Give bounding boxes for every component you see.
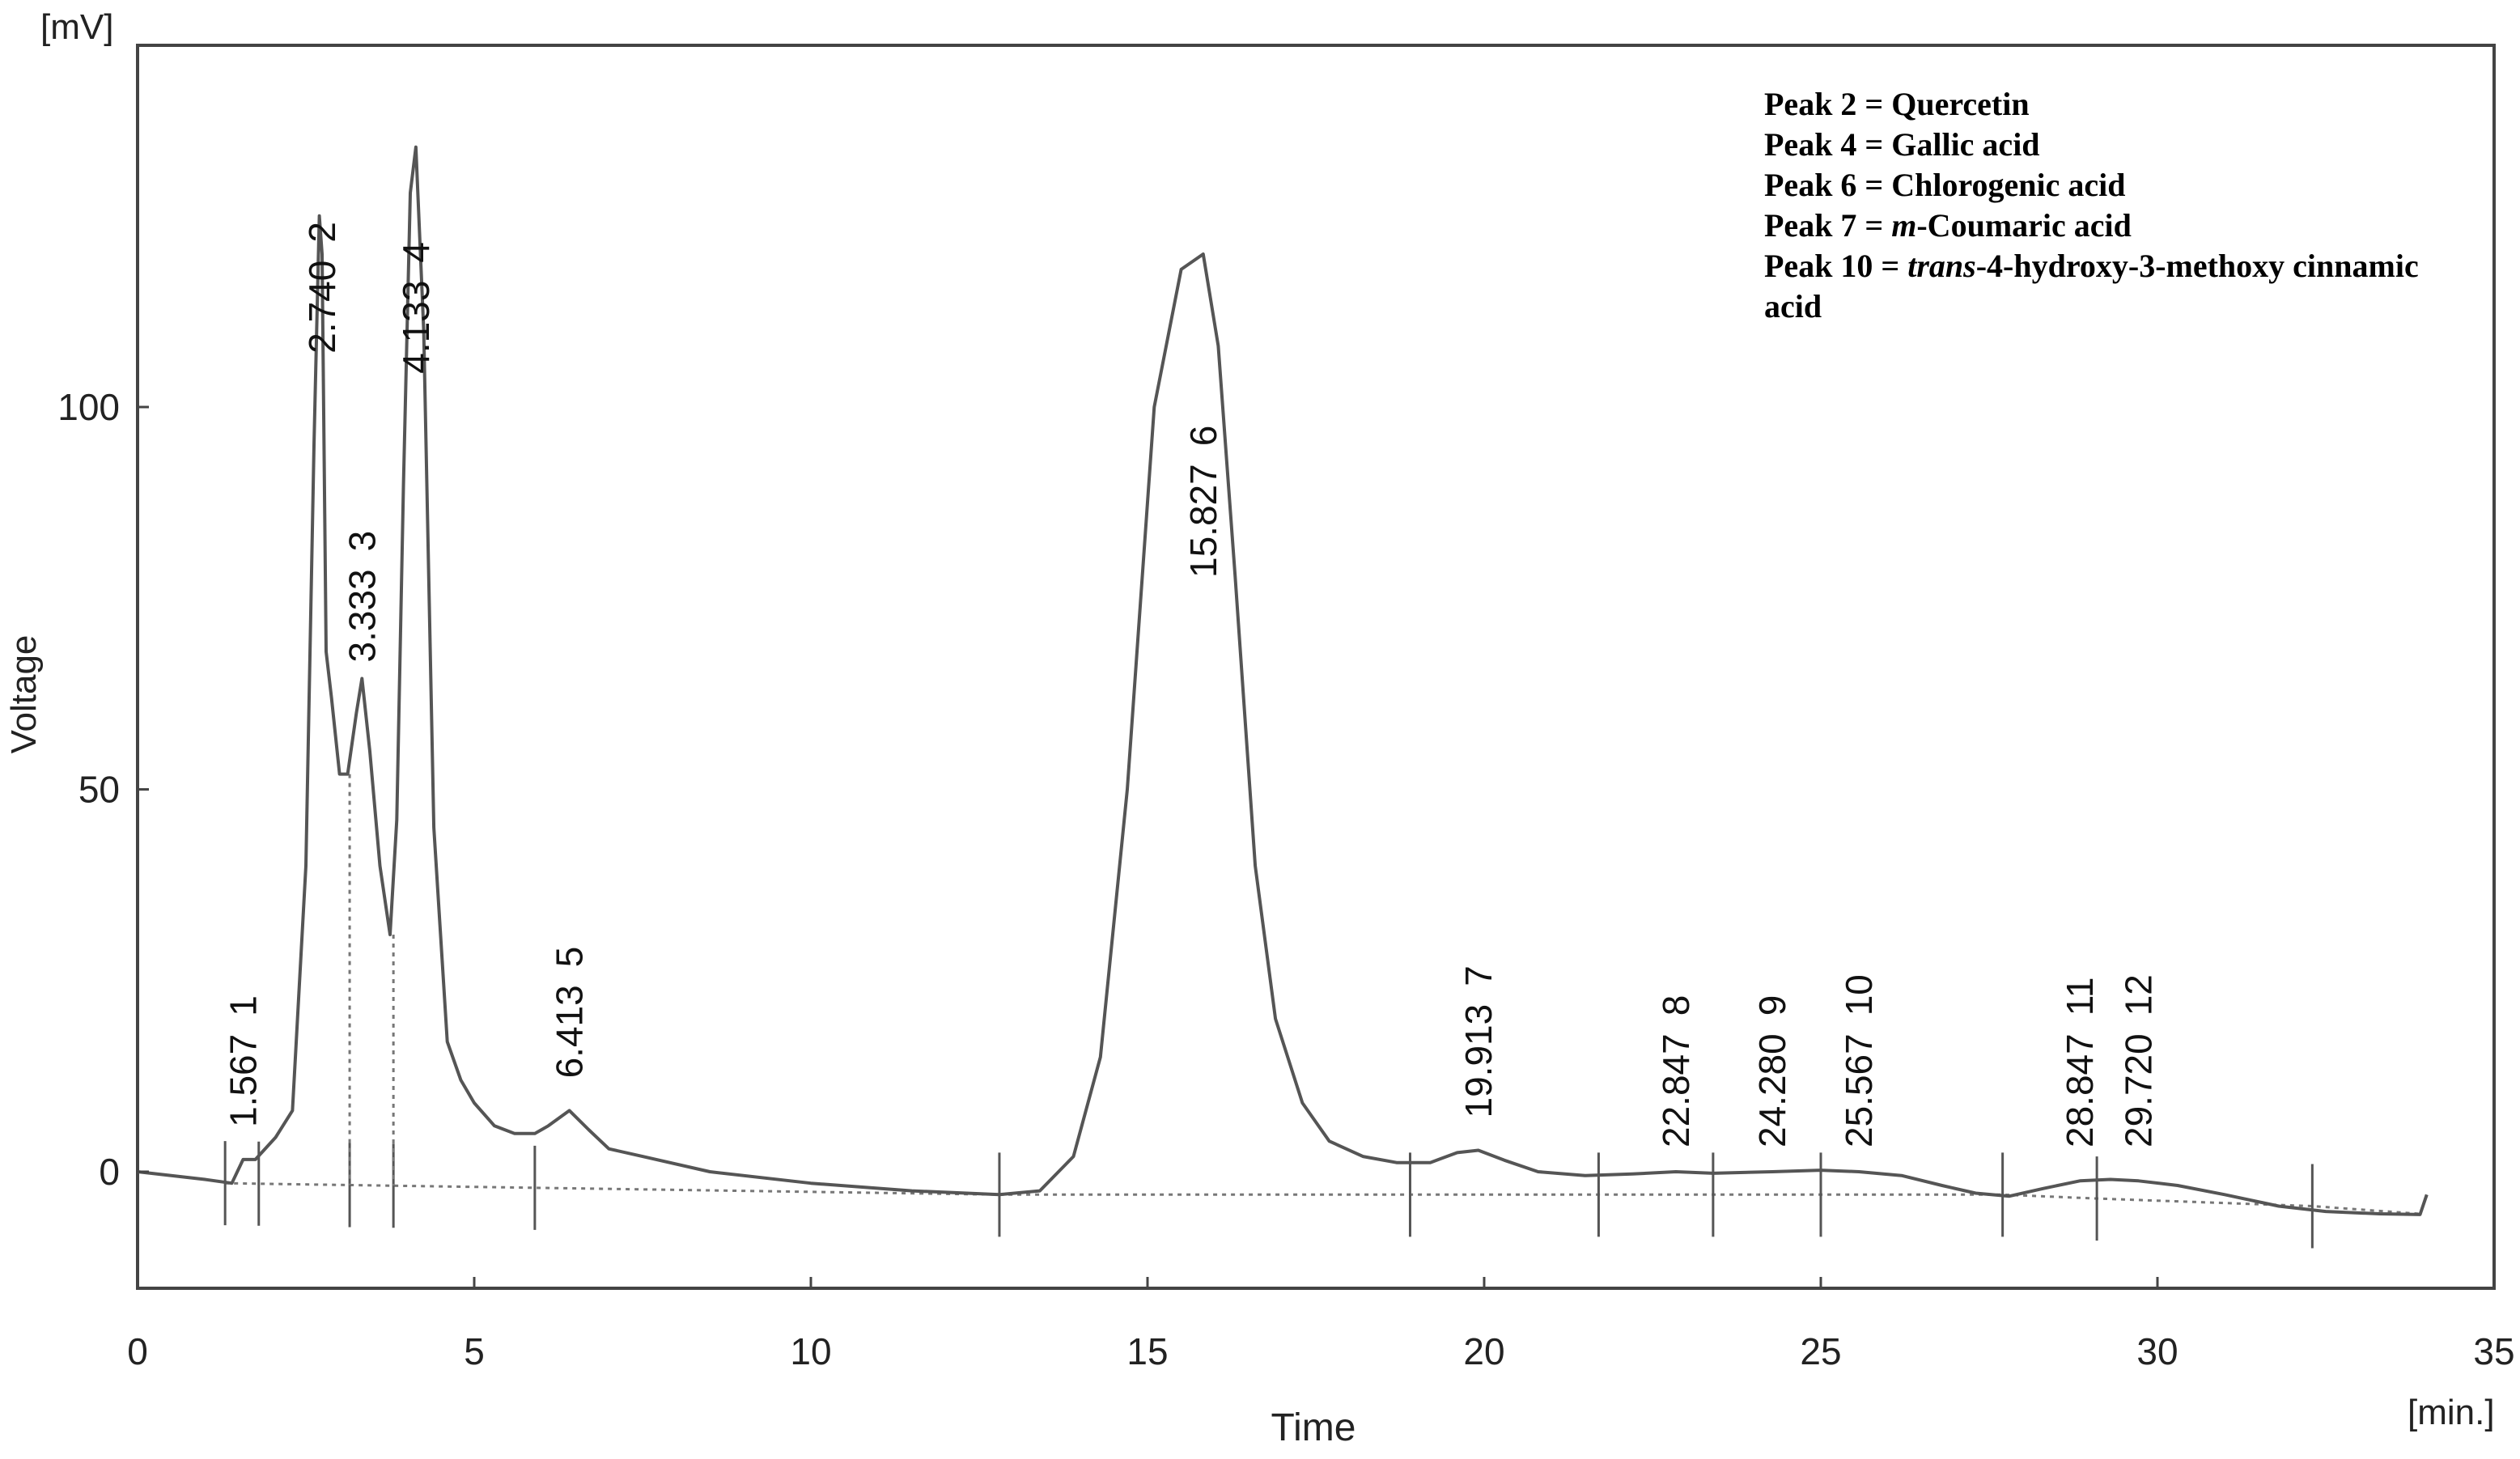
peak-label: 1.5671 (222, 995, 264, 1127)
peak-label: 25.56710 (1838, 974, 1880, 1147)
y-tick-label: 0 (99, 1151, 120, 1193)
x-tick-label: 20 (1463, 1330, 1504, 1372)
x-tick-label: 10 (790, 1330, 831, 1372)
x-tick-label: 5 (464, 1330, 485, 1372)
legend-text: m (1891, 207, 1917, 244)
plot-frame (136, 44, 2496, 1290)
legend-text: trans (1907, 248, 1976, 284)
y-unit-label: [mV] (40, 7, 113, 47)
peak-label: 6.4135 (549, 947, 591, 1079)
y-axis-title: Voltage (4, 635, 44, 754)
peak-label: 24.2809 (1751, 995, 1793, 1147)
x-axis-title: Time (1271, 1406, 1356, 1449)
peak-label: 2.7402 (301, 222, 343, 354)
peak-label: 4.1334 (395, 242, 437, 374)
legend-text: Peak 10 = (1764, 248, 1908, 284)
chromatogram-trace (137, 145, 2429, 1216)
peak-label: 19.9137 (1457, 965, 1500, 1118)
y-tick-label: 100 (57, 386, 120, 428)
peak-label: 22.8478 (1655, 995, 1697, 1147)
peak-legend: Peak 2 = Quercetin Peak 4 = Gallic acid Pe… (1764, 84, 2419, 327)
x-tick-label: 25 (1800, 1330, 1841, 1372)
legend-entry: acid (1764, 286, 2419, 327)
y-tick-label: 50 (78, 769, 120, 811)
x-tick-label: 15 (1126, 1330, 1168, 1372)
x-tick-label: 35 (2473, 1330, 2514, 1372)
legend-text: acid (1764, 288, 1822, 324)
legend-entry: Peak 7 = m-Coumaric acid (1764, 206, 2419, 246)
legend-text: Peak 7 = (1764, 207, 1892, 244)
x-tick-label: 30 (2136, 1330, 2178, 1372)
legend-text: -4-hydroxy-3-methoxy cinnamic (1975, 248, 2419, 284)
legend-entry: Peak 10 = trans-4-hydroxy-3-methoxy cinn… (1764, 246, 2419, 286)
peak-label: 15.8276 (1182, 426, 1224, 578)
legend-text: Peak 2 = Quercetin (1764, 86, 2030, 122)
peak-label: 29.72012 (2118, 974, 2160, 1147)
peak-label: 28.84711 (2059, 978, 2101, 1147)
integration-baseline (225, 1181, 2420, 1215)
x-tick-label: 0 (127, 1330, 148, 1372)
legend-entry: Peak 2 = Quercetin (1764, 84, 2419, 125)
legend-text: Peak 6 = Chlorogenic acid (1764, 167, 2126, 203)
peak-label: 3.3333 (341, 531, 383, 663)
x-unit-label: [min.] (2408, 1393, 2495, 1432)
legend-entry: Peak 6 = Chlorogenic acid (1764, 165, 2419, 206)
legend-entry: Peak 4 = Gallic acid (1764, 125, 2419, 165)
legend-text: -Coumaric acid (1916, 207, 2132, 244)
legend-text: Peak 4 = Gallic acid (1764, 126, 2040, 163)
